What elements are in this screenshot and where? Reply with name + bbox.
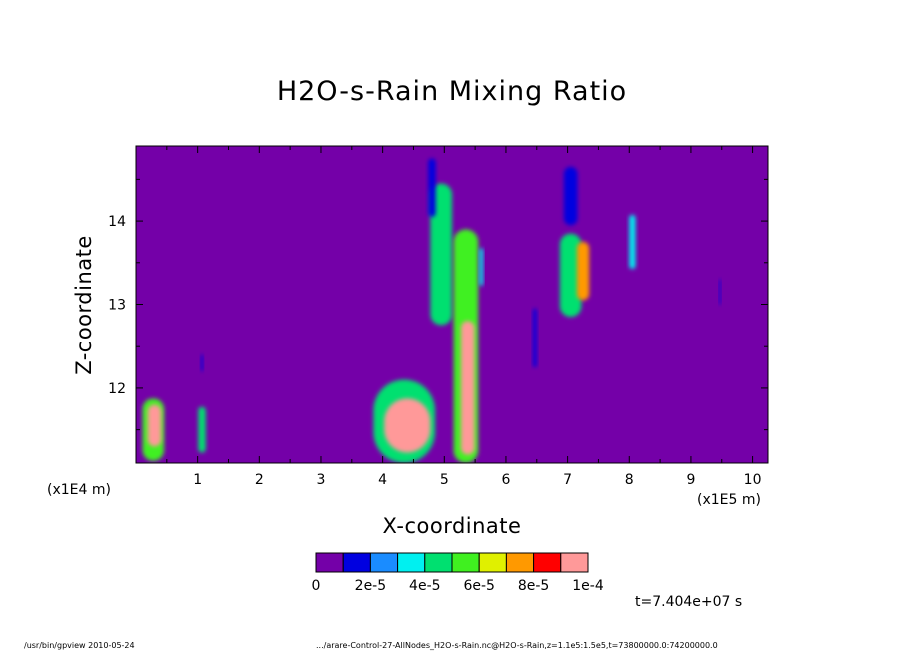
x-tick-label: 9 [686,472,695,488]
heatmap-cell [384,398,431,453]
heatmap-cell [430,183,452,326]
heatmap-cell [479,248,484,286]
x-tick-label: 8 [625,472,634,488]
x-tick-label: 5 [440,472,449,488]
x-tick-label: 6 [501,472,510,488]
heatmap-cells [142,158,721,463]
time-label: t=7.404e+07 s [635,594,743,610]
x-tick-label: 4 [378,472,387,488]
colorbar-label: 0 [312,578,321,594]
colorbar-label: 1e-4 [572,578,604,594]
colorbar-label: 8e-5 [518,578,549,594]
x-tick-label: 3 [317,472,326,488]
x-tick-label: 7 [563,472,572,488]
footer-file-info: .../arare-Control-27-AllNodes_H2O-s-Rain… [316,641,718,650]
heatmap-cell [718,279,721,305]
colorbar: 0 2e-5 4e-5 6e-5 8e-5 1e-4 [312,552,604,594]
y-tick-label: 13 [108,298,126,314]
heatmap-cell [563,166,578,226]
colorbar-label: 6e-5 [463,578,494,594]
x-axis-label: X-coordinate [382,514,522,538]
colorbar-swatch [505,552,535,573]
heatmap-cell [629,214,636,270]
y-tick-label: 12 [108,381,126,397]
chart-title: H2O-s-Rain Mixing Ratio [276,76,628,107]
heatmap-cell [147,404,162,447]
y-tick-label: 14 [108,214,126,230]
heatmap-cell [559,233,582,318]
heatmap-cell [198,406,206,453]
colorbar-swatch [424,552,453,573]
colorbar-label: 2e-5 [355,578,386,594]
heatmap-cell [460,321,475,455]
x-axis-multiplier: (x1E5 m) [697,492,761,508]
colorbar-swatch [397,552,426,573]
heatmap-cell [576,241,590,301]
colorbar-swatch [533,552,562,573]
colorbar-swatch [560,552,589,573]
colorbar-label: 4e-5 [409,578,440,594]
colorbar-swatch [451,552,480,573]
colorbar-swatch [315,552,344,573]
x-tick-label: 1 [193,472,202,488]
x-tick-label: 2 [255,472,264,488]
colorbar-swatch [478,552,507,573]
heatmap-cell [428,158,436,217]
x-tick-label: 10 [744,472,762,488]
footer-program-info: /usr/bin/gpview 2010-05-24 [24,641,135,650]
colorbar-swatch [342,552,371,573]
heatmap-cell [533,308,537,368]
y-axis-multiplier: (x1E4 m) [47,482,111,498]
y-axis-label: Z-coordinate [72,235,96,375]
heatmap-cell [200,354,204,372]
colorbar-swatch [369,552,399,573]
